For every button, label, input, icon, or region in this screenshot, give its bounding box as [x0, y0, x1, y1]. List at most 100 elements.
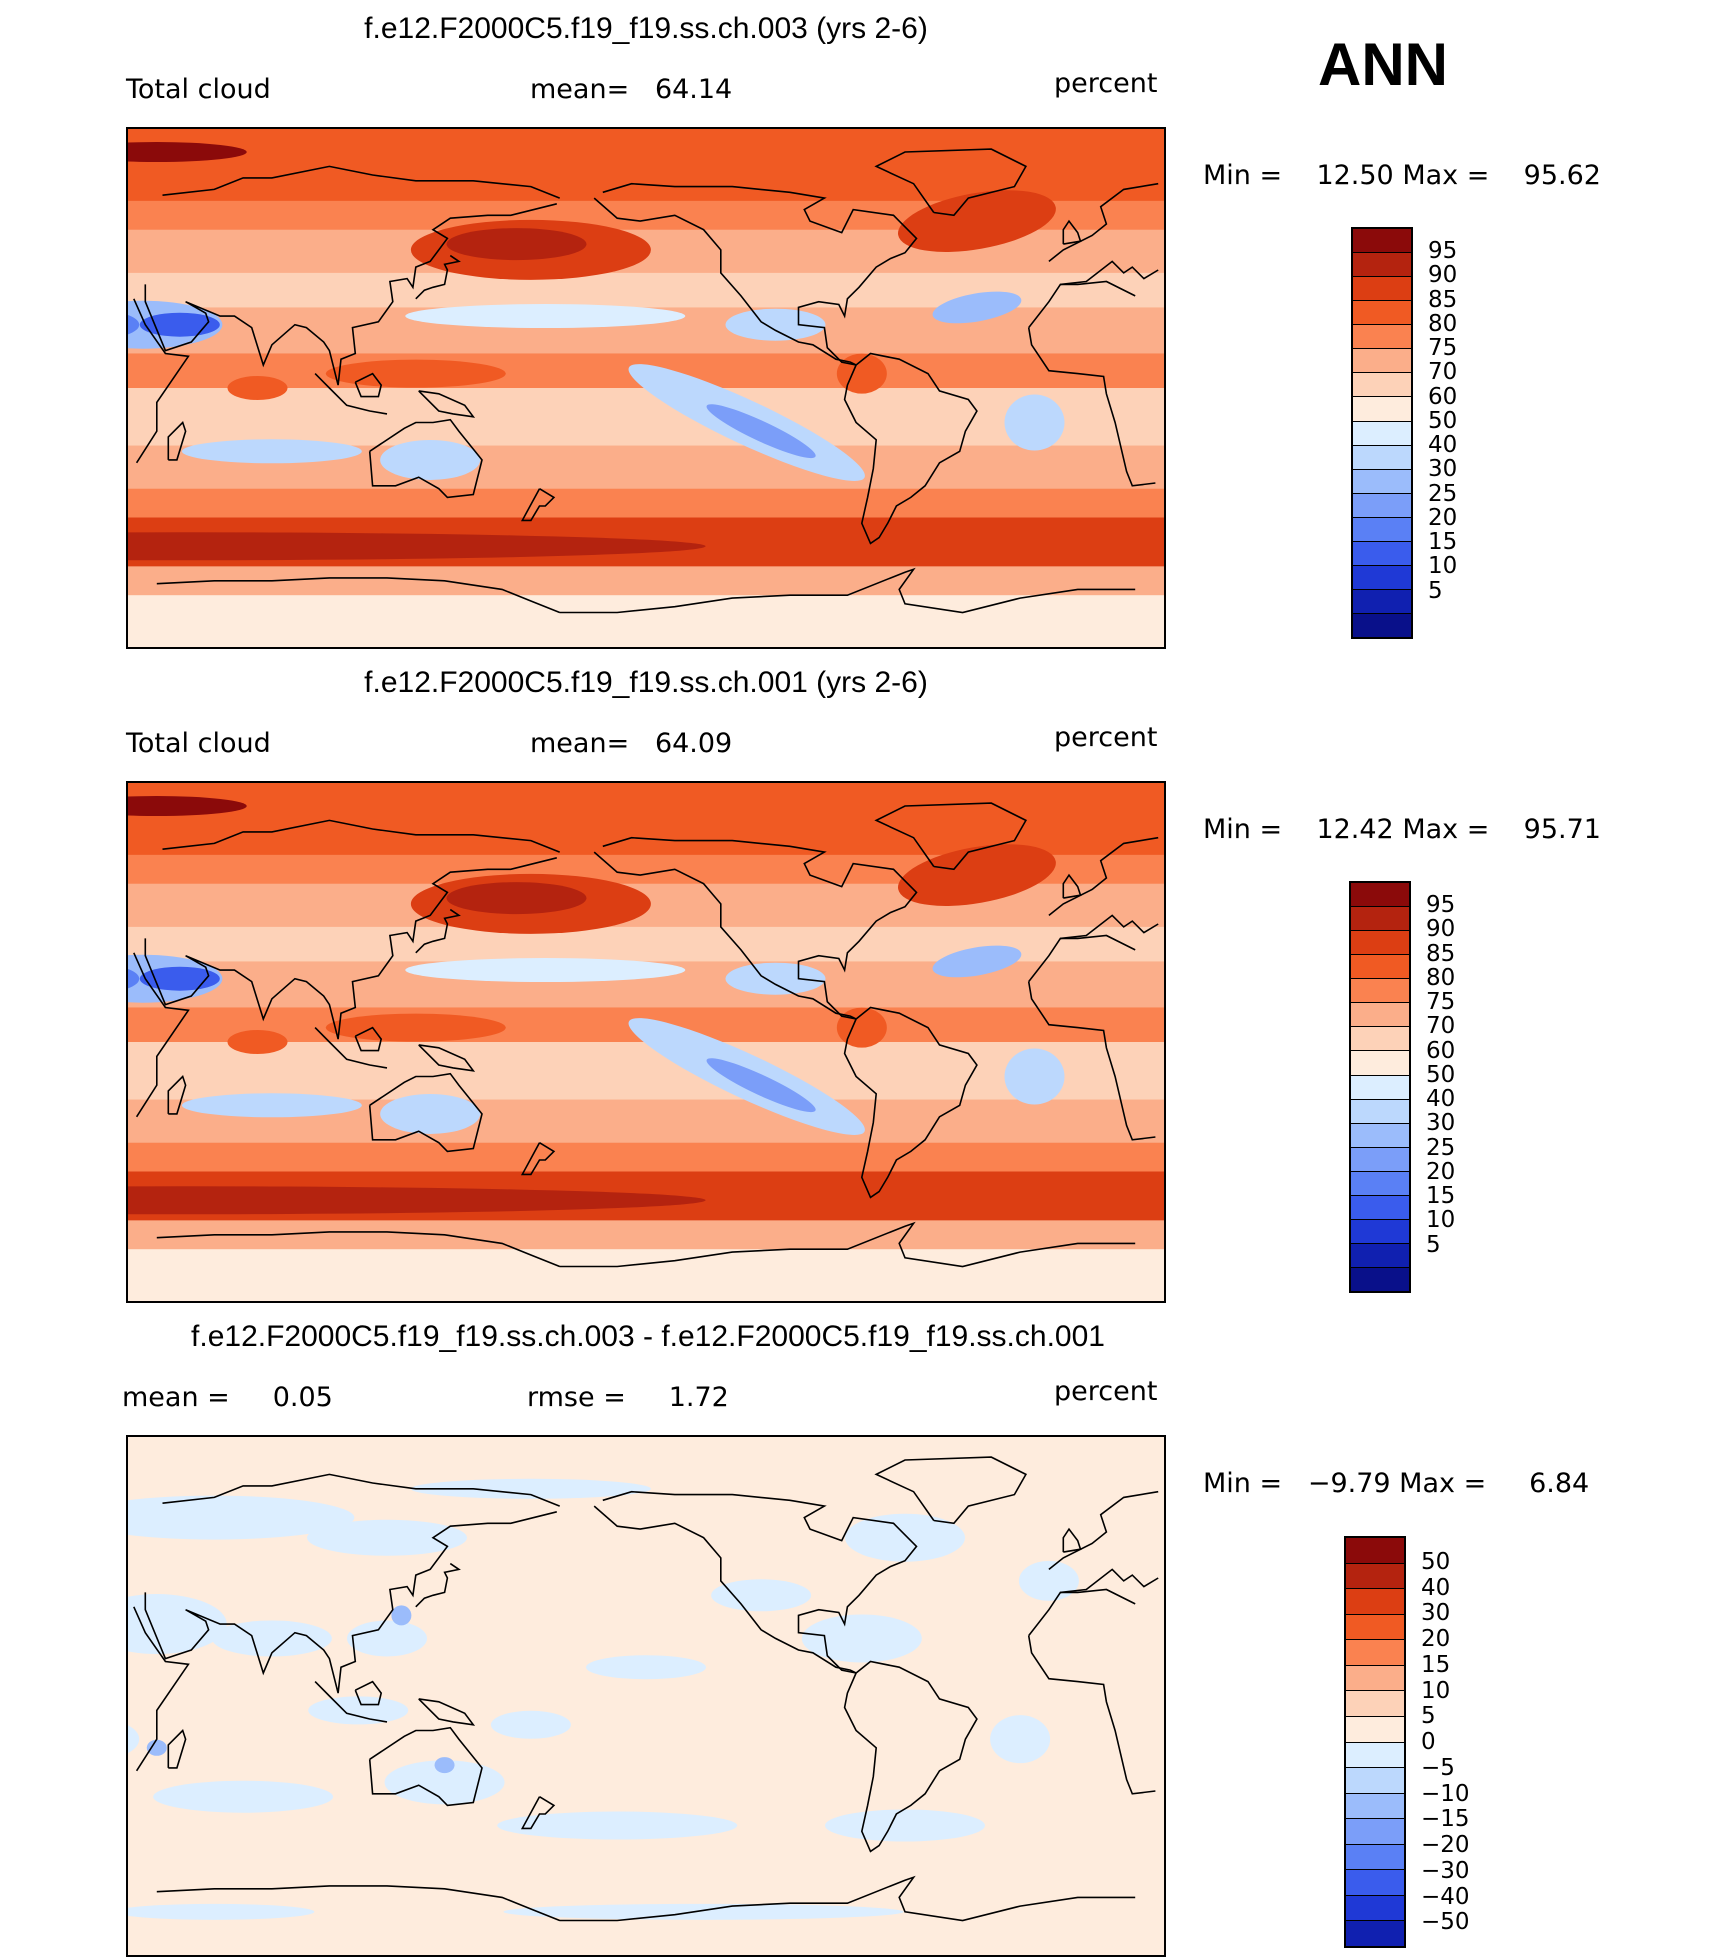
- colorbar-tick-label: 85: [1426, 940, 1456, 967]
- coastline: [418, 390, 476, 418]
- colorbar-tick-label: 80: [1428, 310, 1458, 337]
- colorbar-tick-label: 75: [1426, 989, 1456, 1016]
- field-contour: [181, 1093, 362, 1118]
- panel2-mean: mean= 64.09: [530, 728, 733, 759]
- field-contour: [898, 190, 1056, 252]
- colorbar-tick-label: 95: [1428, 238, 1458, 265]
- panel2-units: percent: [1054, 722, 1158, 753]
- coastline: [415, 1562, 461, 1608]
- panel1-map: [126, 127, 1166, 649]
- coastline: [167, 1729, 187, 1769]
- field-contour: [211, 1620, 332, 1657]
- field-contour: [308, 1696, 409, 1725]
- colorbar-swatch: [1351, 1195, 1409, 1220]
- colorbar-tick-label: 60: [1426, 1037, 1456, 1064]
- colorbar-swatch: [1351, 1219, 1409, 1244]
- colorbar-swatch: [1346, 1640, 1404, 1666]
- field-contour: [391, 1605, 412, 1626]
- panel3-rmse: rmse = 1.72: [527, 1382, 729, 1413]
- colorbar-swatch: [1346, 1742, 1404, 1769]
- colorbar-tick-label: −10: [1421, 1780, 1470, 1807]
- colorbar-tick-label: −40: [1421, 1883, 1470, 1910]
- field-contour: [128, 1725, 140, 1754]
- colorbar-tick-label: 90: [1428, 262, 1458, 289]
- colorbar-swatch: [1346, 1844, 1404, 1871]
- field-contour: [725, 308, 826, 341]
- field-band: [128, 388, 1164, 446]
- field-band: [128, 1249, 1164, 1301]
- colorbar-tick-label: 40: [1421, 1574, 1451, 1601]
- coastline: [520, 1142, 556, 1176]
- field-contour: [1004, 394, 1065, 451]
- coastline: [167, 421, 187, 461]
- panel1-minmax: Min = 12.50 Max = 95.62: [1203, 160, 1601, 191]
- colorbar-tick-label: 5: [1421, 1703, 1436, 1730]
- field-contour: [128, 314, 140, 335]
- colorbar-tick-label: 0: [1421, 1729, 1436, 1755]
- colorbar-swatch: [1353, 277, 1411, 302]
- field-contour: [227, 1030, 288, 1054]
- colorbar-tick-label: −30: [1421, 1857, 1470, 1884]
- field-band: [128, 1042, 1164, 1100]
- coastline: [602, 836, 918, 1020]
- colorbar-swatch: [1346, 1768, 1404, 1794]
- field-contour: [497, 1811, 738, 1840]
- colorbar-swatch: [1351, 979, 1409, 1004]
- coastline: [874, 802, 1028, 871]
- coastline: [843, 1006, 978, 1199]
- coastline: [156, 567, 1136, 614]
- colorbar-swatch: [1353, 614, 1411, 638]
- field-contour: [128, 968, 140, 989]
- coastline: [1062, 873, 1082, 899]
- field-contour: [139, 312, 220, 337]
- coastline: [162, 165, 1159, 263]
- colorbar-swatch: [1353, 421, 1411, 446]
- field-band: [128, 566, 1164, 596]
- field-contour: [128, 1903, 315, 1920]
- colorbar-tick-label: −15: [1421, 1806, 1470, 1833]
- coastline: [843, 1660, 978, 1853]
- field-contour: [325, 1013, 506, 1042]
- colorbar-tick-label: 15: [1426, 1183, 1456, 1210]
- field-contour: [898, 844, 1056, 906]
- colorbar-swatch: [1346, 1589, 1404, 1615]
- panel3-colorbar-ticks: 50 40 30 20 15 10 5 0 −5 −10 −15 −20 −30 −40 −50: [1421, 1536, 1491, 1948]
- field-contour: [1018, 1560, 1079, 1601]
- field-band: [128, 129, 1164, 201]
- coastline: [874, 1456, 1028, 1525]
- colorbar-swatch: [1346, 1793, 1404, 1820]
- coastline: [354, 1680, 383, 1706]
- field-contour: [347, 1620, 427, 1657]
- colorbar-tick-label: 40: [1428, 432, 1458, 459]
- coastline: [418, 1044, 476, 1072]
- colorbar-swatch: [1351, 931, 1409, 956]
- colorbar-swatch: [1353, 229, 1411, 254]
- coastline: [593, 197, 857, 366]
- field-contour: [845, 1513, 965, 1562]
- panel3-units: percent: [1054, 1376, 1158, 1407]
- panel2-variable: Total cloud: [126, 728, 271, 759]
- field-contour: [801, 1614, 922, 1663]
- coastline: [354, 372, 383, 398]
- colorbar-tick-label: 20: [1428, 504, 1458, 531]
- panel2-colorbar: [1349, 881, 1411, 1293]
- field-contour: [434, 1757, 455, 1774]
- coastline: [418, 1698, 476, 1726]
- field-band: [128, 1142, 1164, 1172]
- colorbar-tick-label: 75: [1428, 335, 1458, 362]
- field-contour: [405, 958, 686, 983]
- colorbar-tick-label: 25: [1428, 480, 1458, 507]
- coastline: [368, 1726, 483, 1807]
- colorbar-swatch: [1353, 349, 1411, 374]
- field-band: [128, 488, 1164, 518]
- field-contour: [446, 882, 587, 915]
- coastline: [162, 1473, 1159, 1571]
- panel1-variable: Total cloud: [126, 74, 271, 105]
- coastline: [156, 1221, 1136, 1268]
- colorbar-swatch: [1351, 1075, 1409, 1100]
- coastline: [415, 908, 461, 954]
- coastline: [593, 851, 857, 1020]
- field-contour: [503, 1903, 904, 1920]
- field-contour: [990, 1715, 1051, 1764]
- field-contour: [706, 1058, 816, 1113]
